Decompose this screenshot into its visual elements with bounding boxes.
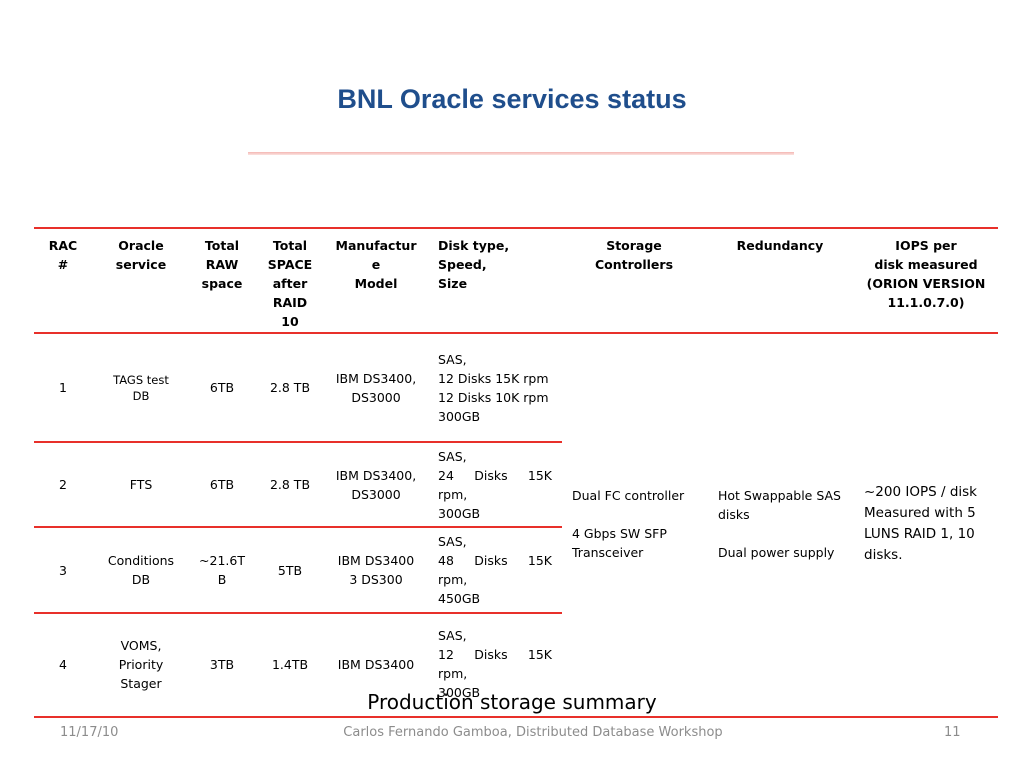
footer-date: 11/17/10 xyxy=(60,725,119,740)
cell-model: IBM DS3400, DS3000 xyxy=(335,467,417,502)
cell-model: IBM DS3400, DS3000 xyxy=(335,370,417,405)
header-redundancy: Redundancy xyxy=(736,238,824,253)
cell-raw-space: ~21.6T B xyxy=(199,553,245,587)
footer-page-number: 11 xyxy=(944,725,961,740)
header-total-raw-space: Total RAW space xyxy=(201,238,243,291)
cell-raw-space: 3TB xyxy=(209,656,235,672)
row-divider xyxy=(34,612,562,614)
cell-model: IBM DS3400 3 DS300 xyxy=(337,553,415,587)
cell-service: FTS xyxy=(129,477,153,492)
title-underline xyxy=(248,152,794,155)
cell-raw-space: 6TB xyxy=(209,477,235,492)
header-rac: RAC # xyxy=(48,238,78,272)
header-oracle-service: Oracle service xyxy=(115,238,167,272)
cell-service: VOMS, Priority Stager xyxy=(118,637,164,691)
header-storage-controllers: Storage Controllers xyxy=(594,238,674,272)
cell-space-after-raid: 1.4TB xyxy=(271,656,309,672)
header-manufacturer-model: Manufactur e Model xyxy=(335,238,417,291)
cell-rac: 3 xyxy=(59,562,67,578)
cell-space-after-raid: 2.8 TB xyxy=(269,380,311,395)
row-divider xyxy=(34,526,562,528)
cell-space-after-raid: 2.8 TB xyxy=(269,477,311,492)
table-caption: Production storage summary xyxy=(367,690,657,714)
cell-service: Conditions DB xyxy=(107,553,175,587)
cell-disk: SAS, 48 Disks 15K rpm, 450GB xyxy=(438,528,552,612)
iops-cell: ~200 IOPS / disk Measured with 5 LUNS RA… xyxy=(864,484,977,563)
cell-rac: 1 xyxy=(59,380,67,395)
cell-rac: 4 xyxy=(59,656,67,672)
table-bottom-rule xyxy=(34,716,998,718)
cell-disk: SAS, 24 Disks 15K rpm, 300GB xyxy=(438,443,552,526)
cell-disk: SAS, 12 Disks 15K rpm, 300GB xyxy=(438,614,552,714)
cell-raw-space: 6TB xyxy=(209,380,235,395)
row-divider xyxy=(34,441,562,443)
footer-author: Carlos Fernando Gamboa, Distributed Data… xyxy=(343,725,723,740)
cell-disk-text: SAS, 48 Disks 15K rpm, 450GB xyxy=(438,534,552,606)
cell-space-after-raid: 5TB xyxy=(277,562,303,578)
header-bottom-rule xyxy=(34,332,998,334)
cell-disk-text: SAS, 24 Disks 15K rpm, 300GB xyxy=(438,448,552,521)
storage-controllers-cell: Dual FC controller 4 Gbps SW SFP Transce… xyxy=(572,488,685,560)
table-top-rule xyxy=(34,227,998,229)
cell-disk-text: SAS, 12 Disks 15K rpm, 300GB xyxy=(438,628,552,700)
header-total-space-after-raid: Total SPACE after RAID 10 xyxy=(267,238,313,329)
slide-title: BNL Oracle services status xyxy=(337,84,687,114)
redundancy-cell: Hot Swappable SAS disks Dual power suppl… xyxy=(718,488,841,560)
cell-model: IBM DS3400 xyxy=(337,656,415,672)
header-iops: IOPS per disk measured (ORION VERSION 11… xyxy=(866,238,986,310)
cell-rac: 2 xyxy=(59,477,67,492)
cell-service: TAGS test DB xyxy=(113,372,169,403)
header-disk-type: Disk type, Speed, Size xyxy=(438,238,510,291)
cell-disk: SAS, 12 Disks 15K rpm 12 Disks 10K rpm 3… xyxy=(438,351,549,424)
